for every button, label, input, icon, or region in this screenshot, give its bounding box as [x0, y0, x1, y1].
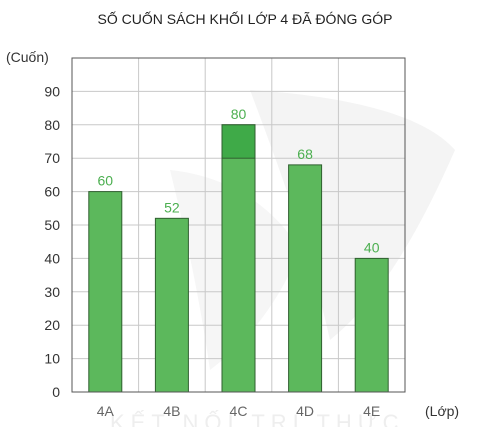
- watermark-leaf-shape: [250, 90, 455, 340]
- x-tick-labels: 4A 4B 4C 4D 4E: [97, 403, 381, 419]
- value-label: 52: [164, 199, 180, 215]
- chart-title: SỐ CUỐN SÁCH KHỐI LỚP 4 ĐÃ ĐÓNG GÓP: [98, 10, 393, 27]
- bars: [88, 124, 389, 393]
- y-tick-label: 80: [44, 117, 60, 133]
- y-tick-label: 30: [44, 284, 60, 300]
- x-tick-label: 4E: [363, 403, 380, 419]
- y-tick-label: 50: [44, 217, 60, 233]
- x-tick-label: 4B: [163, 403, 180, 419]
- y-tick-label: 60: [44, 184, 60, 200]
- value-label: 40: [364, 239, 380, 255]
- value-label: 60: [98, 173, 114, 189]
- bar-4c: [221, 124, 256, 393]
- bar-highlight-cap: [221, 124, 256, 159]
- x-tick-label: 4A: [97, 403, 115, 419]
- watermark-text: KẾT NỐI TRI THỨC: [110, 409, 404, 427]
- axes: [71, 57, 406, 393]
- y-tick-label: 0: [52, 384, 60, 400]
- bar-4a: [88, 191, 123, 393]
- y-tick-label: 20: [44, 317, 60, 333]
- value-label: 68: [297, 146, 313, 162]
- y-tick-label: 90: [44, 83, 60, 99]
- value-label: 80: [231, 106, 247, 122]
- y-tick-label: 10: [44, 351, 60, 367]
- y-tick-label: 40: [44, 250, 60, 266]
- value-labels: 60 52 80 68 40: [98, 106, 380, 256]
- bar-4e: [354, 257, 389, 393]
- x-axis-label: (Lớp): [425, 403, 459, 419]
- y-axis-label: (Cuốn): [6, 49, 49, 65]
- x-tick-label: 4C: [230, 403, 248, 419]
- x-tick-label: 4D: [296, 403, 314, 419]
- plot-frame: [71, 57, 406, 393]
- y-tick-label: 70: [44, 150, 60, 166]
- y-tick-labels: 0 10 20 30 40 50 60 70 80 90: [44, 83, 60, 400]
- bar-4d: [288, 164, 323, 393]
- bar-4b: [154, 217, 189, 393]
